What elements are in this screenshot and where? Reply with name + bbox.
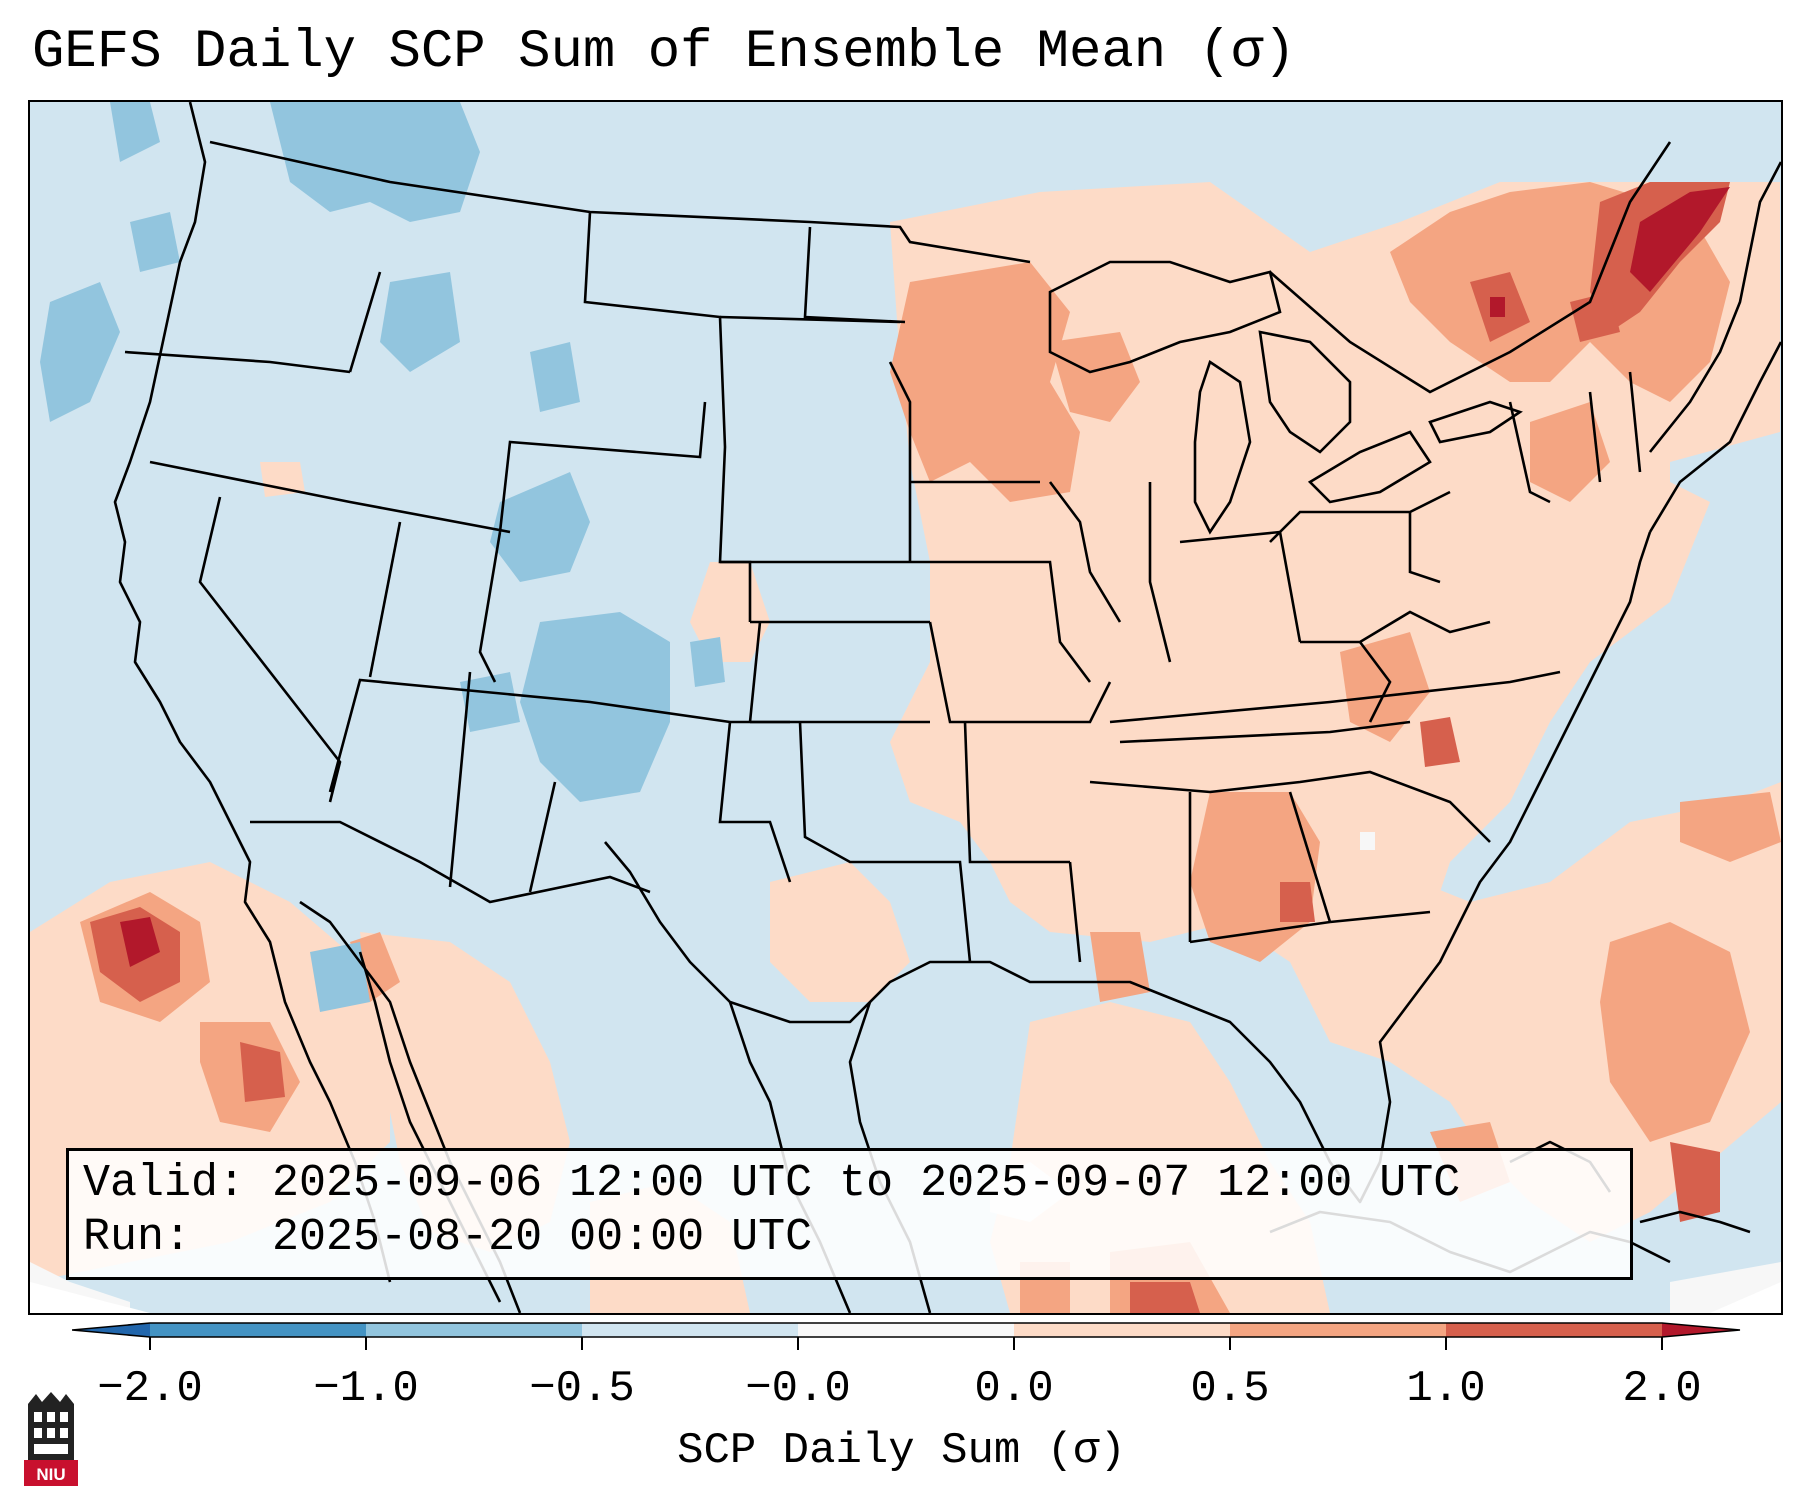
run-value: 2025-08-20 00:00 UTC (272, 1212, 813, 1263)
colorbar-label: SCP Daily Sum (σ) (677, 1426, 1126, 1476)
colorbar-segment-05-1 (1230, 1323, 1446, 1337)
colorbar-tick-label: 0.5 (1190, 1364, 1270, 1414)
international-borders (209, 140, 1672, 904)
colorbar-tick-label: −2.0 (97, 1364, 203, 1414)
colorbar-tick-label: −1.0 (313, 1364, 419, 1414)
map-panel (28, 100, 1783, 1315)
anomaly-positive-extreme (120, 187, 1730, 967)
state-borders (124, 211, 1642, 963)
map-svg (30, 102, 1781, 1313)
valid-value: 2025-09-06 12:00 UTC to 2025-09-07 12:00… (272, 1158, 1461, 1209)
colorbar-segment-zero (798, 1323, 1014, 1337)
great-lakes (1048, 260, 1523, 535)
colorbar-segment-n2-n1 (150, 1323, 366, 1337)
colorbar-segment-0-05 (1014, 1323, 1230, 1337)
valid-run-info-box: Valid: 2025-09-06 12:00 UTC to 2025-09-0… (66, 1148, 1633, 1280)
colorbar-tick-label: −0.0 (745, 1364, 851, 1414)
colorbar-ticks (149, 1337, 1663, 1350)
colorbar-tick-label: 1.0 (1406, 1364, 1486, 1414)
run-label: Run: (83, 1212, 192, 1263)
projection-edge-right (1710, 1282, 1781, 1313)
colorbar-extend-high (1662, 1323, 1740, 1337)
chart-title: GEFS Daily SCP Sum of Ensemble Mean (σ) (32, 22, 1296, 83)
colorbar-tick-label: 0.0 (974, 1364, 1054, 1414)
anomaly-negative (40, 102, 725, 1012)
niu-logo: NIU (24, 1392, 78, 1486)
colorbar-segment-n05-0 (582, 1323, 798, 1337)
colorbar-segment-1-2 (1446, 1323, 1662, 1337)
colorbar-tick-label: −0.5 (529, 1364, 635, 1414)
valid-row: Valid: 2025-09-06 12:00 UTC to 2025-09-0… (83, 1157, 1616, 1211)
colorbar-tick-label: 2.0 (1622, 1364, 1702, 1414)
logo-text: NIU (36, 1465, 65, 1484)
colorbar-extend-low (72, 1323, 150, 1337)
projection-edge-left (30, 1282, 150, 1313)
valid-label: Valid: (83, 1158, 246, 1209)
colorbar-segment-n1-n05 (366, 1323, 582, 1337)
run-row: Run: 2025-08-20 00:00 UTC (83, 1211, 1616, 1265)
colorbar (72, 1322, 1741, 1350)
